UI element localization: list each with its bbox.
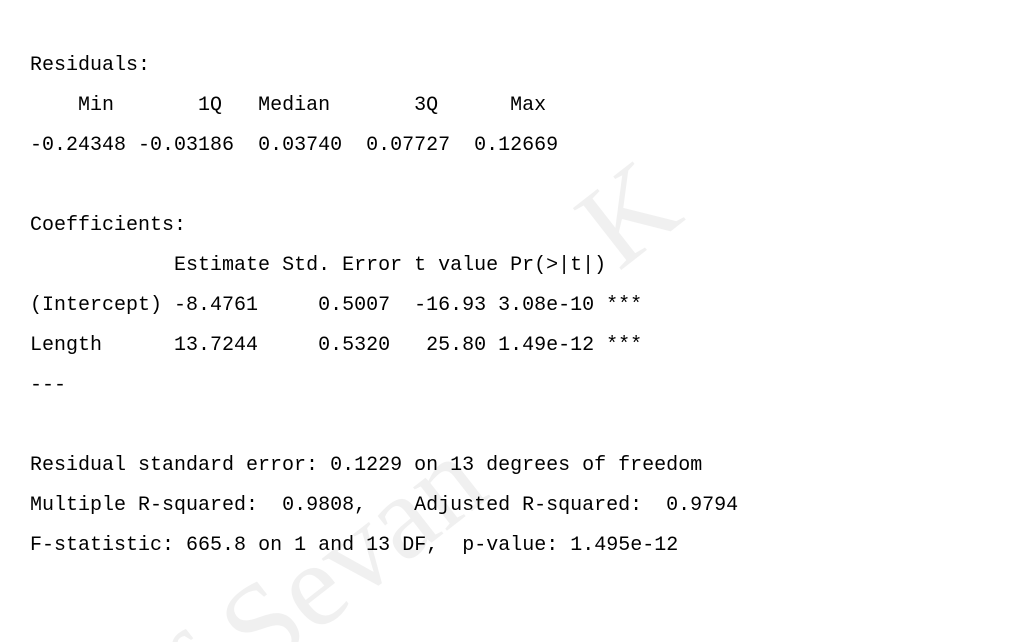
res-col-min: Min [78, 94, 114, 117]
coef-col-t: t value [414, 254, 498, 277]
f-on: on [258, 534, 282, 557]
f-label: F-statistic: [30, 534, 174, 557]
res-min: -0.24348 [30, 134, 126, 157]
coef-col-se: Std. Error [282, 254, 402, 277]
coefficients-title: Coefficients: [30, 214, 186, 237]
coef-intercept-stars: *** [606, 294, 642, 317]
rse-value: 0.1229 [330, 454, 402, 477]
res-col-median: Median [258, 94, 330, 117]
coef-len-se: 0.5320 [318, 334, 390, 357]
f-p-value: 1.495e-12 [570, 534, 678, 557]
coef-len-p: 1.49e-12 [498, 334, 594, 357]
adj-value: 0.9794 [666, 494, 738, 517]
rse-suffix: degrees of freedom [486, 454, 702, 477]
coef-col-p: Pr(>|t|) [510, 254, 606, 277]
separator: --- [30, 374, 66, 397]
regression-output: Residuals: Min 1Q Median 3Q Max -0.24348… [0, 0, 1034, 576]
res-q3: 0.07727 [366, 134, 450, 157]
res-q1: -0.03186 [138, 134, 234, 157]
coef-len-est: 13.7244 [174, 334, 258, 357]
coef-intercept-p: 3.08e-10 [498, 294, 594, 317]
residuals-title: Residuals: [30, 54, 150, 77]
f-and: and [318, 534, 354, 557]
f-df1: 1 [294, 534, 306, 557]
res-median: 0.03740 [258, 134, 342, 157]
res-col-q1: 1Q [198, 94, 222, 117]
r2-label: Multiple R-squared: [30, 494, 258, 517]
coef-len-name: Length [30, 334, 102, 357]
coef-intercept-est: -8.4761 [174, 294, 258, 317]
f-p-label: p-value: [462, 534, 558, 557]
coef-intercept-t: -16.93 [414, 294, 486, 317]
adj-label: Adjusted R-squared: [414, 494, 642, 517]
coef-len-t: 25.80 [426, 334, 486, 357]
coef-intercept-se: 0.5007 [318, 294, 390, 317]
coef-intercept-name: (Intercept) [30, 294, 162, 317]
coef-len-stars: *** [606, 334, 642, 357]
r2-value: 0.9808, [282, 494, 366, 517]
coef-col-est: Estimate [174, 254, 270, 277]
rse-label: Residual standard error: [30, 454, 318, 477]
res-col-q3: 3Q [414, 94, 438, 117]
f-df2: 13 [366, 534, 390, 557]
res-col-max: Max [510, 94, 546, 117]
rse-on: on [414, 454, 438, 477]
res-max: 0.12669 [474, 134, 558, 157]
rse-df: 13 [450, 454, 474, 477]
f-DF: DF, [402, 534, 438, 557]
f-value: 665.8 [186, 534, 246, 557]
